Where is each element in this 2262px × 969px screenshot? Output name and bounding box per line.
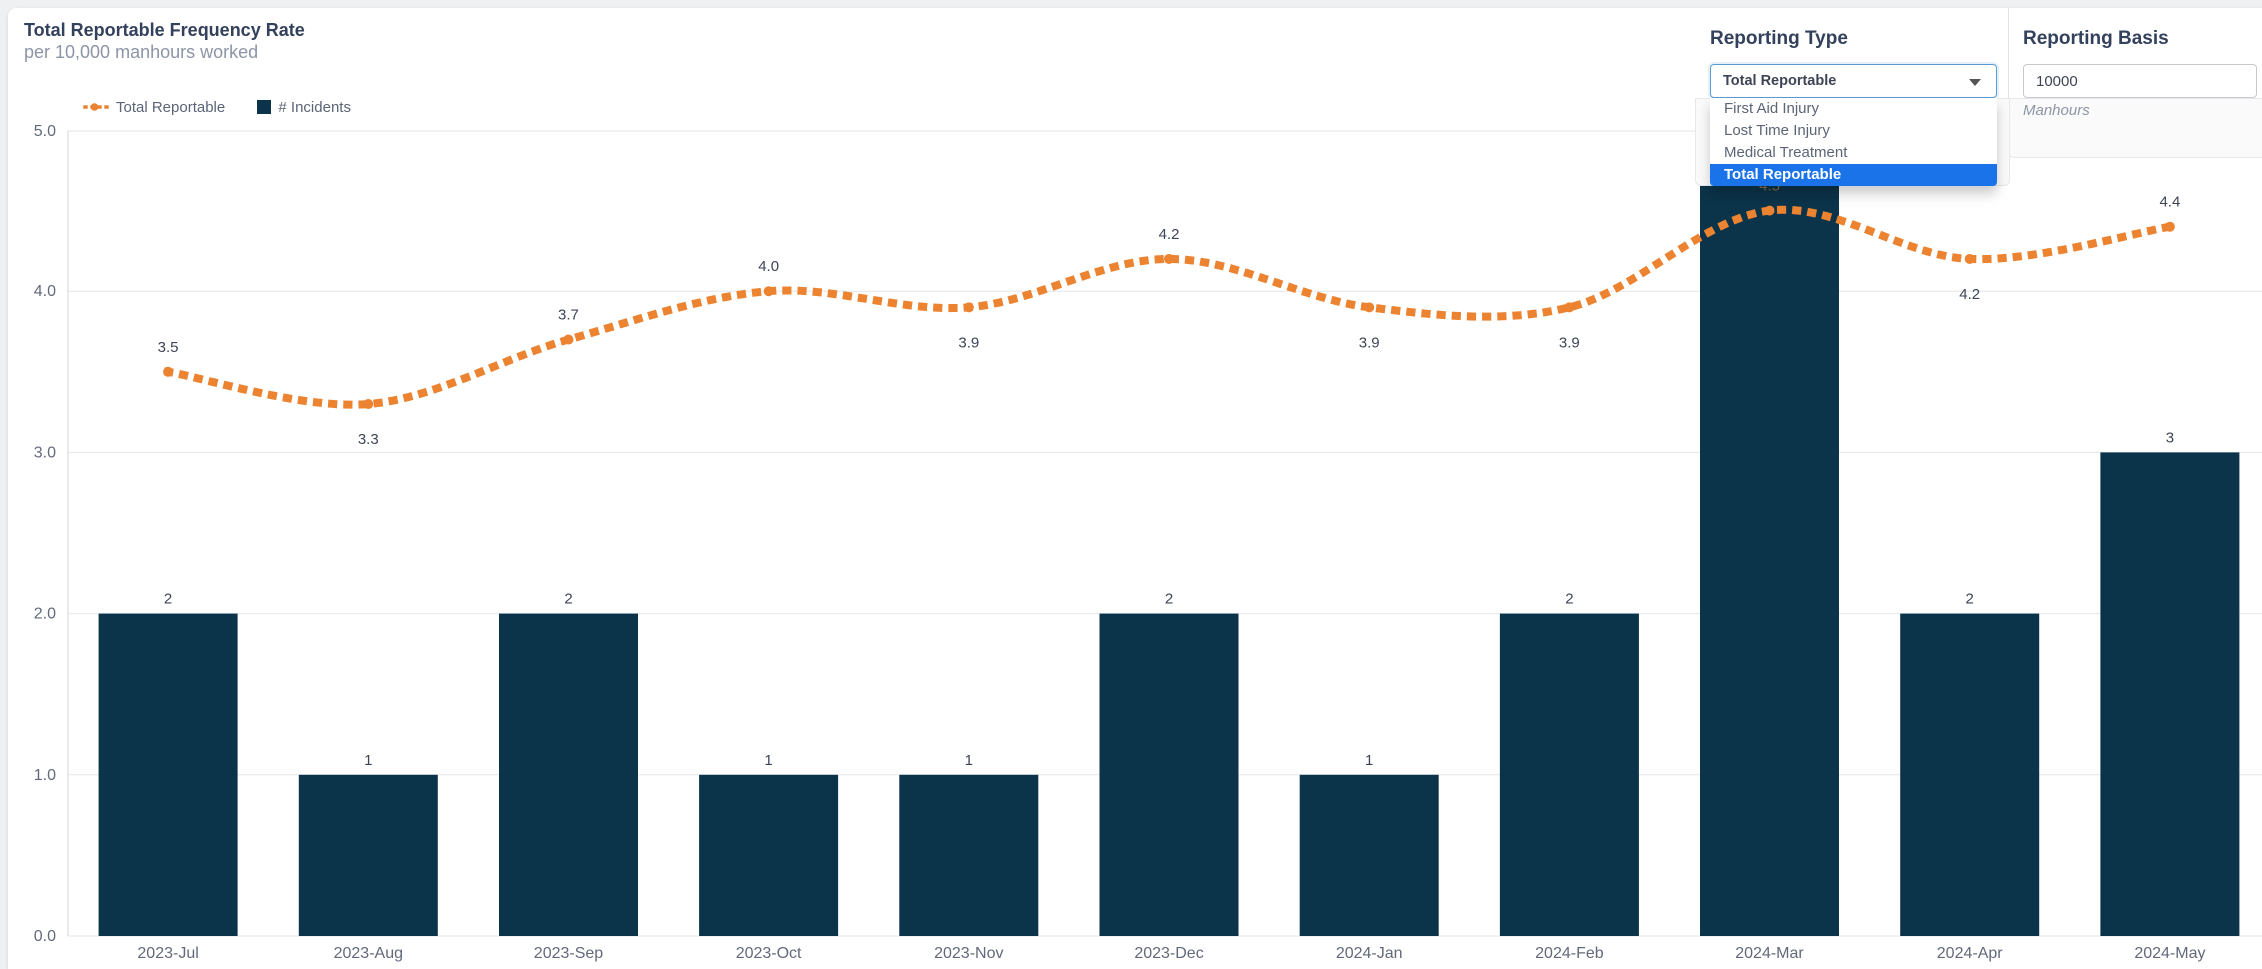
svg-text:2024-Mar: 2024-Mar <box>1735 945 1804 962</box>
svg-text:2: 2 <box>1165 591 1173 608</box>
svg-text:3.5: 3.5 <box>158 339 179 356</box>
svg-text:2.0: 2.0 <box>34 606 56 623</box>
svg-text:1.0: 1.0 <box>34 767 56 784</box>
svg-text:2023-Nov: 2023-Nov <box>934 945 1003 962</box>
svg-text:1: 1 <box>965 752 973 769</box>
svg-text:1: 1 <box>364 752 372 769</box>
svg-text:2024-May: 2024-May <box>2134 945 2205 962</box>
svg-text:0.0: 0.0 <box>34 928 56 945</box>
svg-text:3.7: 3.7 <box>558 307 579 324</box>
svg-text:3.9: 3.9 <box>1359 334 1380 351</box>
svg-text:3.9: 3.9 <box>958 334 979 351</box>
svg-text:4.2: 4.2 <box>1159 226 1180 243</box>
svg-text:2024-Jan: 2024-Jan <box>1336 945 1403 962</box>
svg-text:3.3: 3.3 <box>358 431 379 448</box>
svg-text:2023-Aug: 2023-Aug <box>334 945 403 962</box>
svg-text:3.9: 3.9 <box>1559 334 1580 351</box>
svg-text:4.2: 4.2 <box>1959 286 1980 303</box>
svg-text:4.4: 4.4 <box>2159 194 2180 211</box>
svg-text:2: 2 <box>564 591 572 608</box>
svg-text:2023-Jul: 2023-Jul <box>137 945 198 962</box>
svg-text:2023-Sep: 2023-Sep <box>534 945 603 962</box>
svg-text:4.0: 4.0 <box>758 258 779 275</box>
svg-text:2023-Dec: 2023-Dec <box>1134 945 1203 962</box>
svg-text:3: 3 <box>2166 429 2174 446</box>
svg-text:4.0: 4.0 <box>34 283 56 300</box>
svg-text:2024-Apr: 2024-Apr <box>1937 945 2003 962</box>
svg-text:1: 1 <box>764 752 772 769</box>
svg-text:2024-Feb: 2024-Feb <box>1535 945 1604 962</box>
svg-text:2: 2 <box>1565 591 1573 608</box>
svg-text:1: 1 <box>1365 752 1373 769</box>
svg-text:2: 2 <box>1966 591 1974 608</box>
svg-text:5.0: 5.0 <box>34 123 56 140</box>
svg-text:2: 2 <box>164 591 172 608</box>
svg-text:2023-Oct: 2023-Oct <box>736 945 802 962</box>
svg-text:3.0: 3.0 <box>34 444 56 461</box>
